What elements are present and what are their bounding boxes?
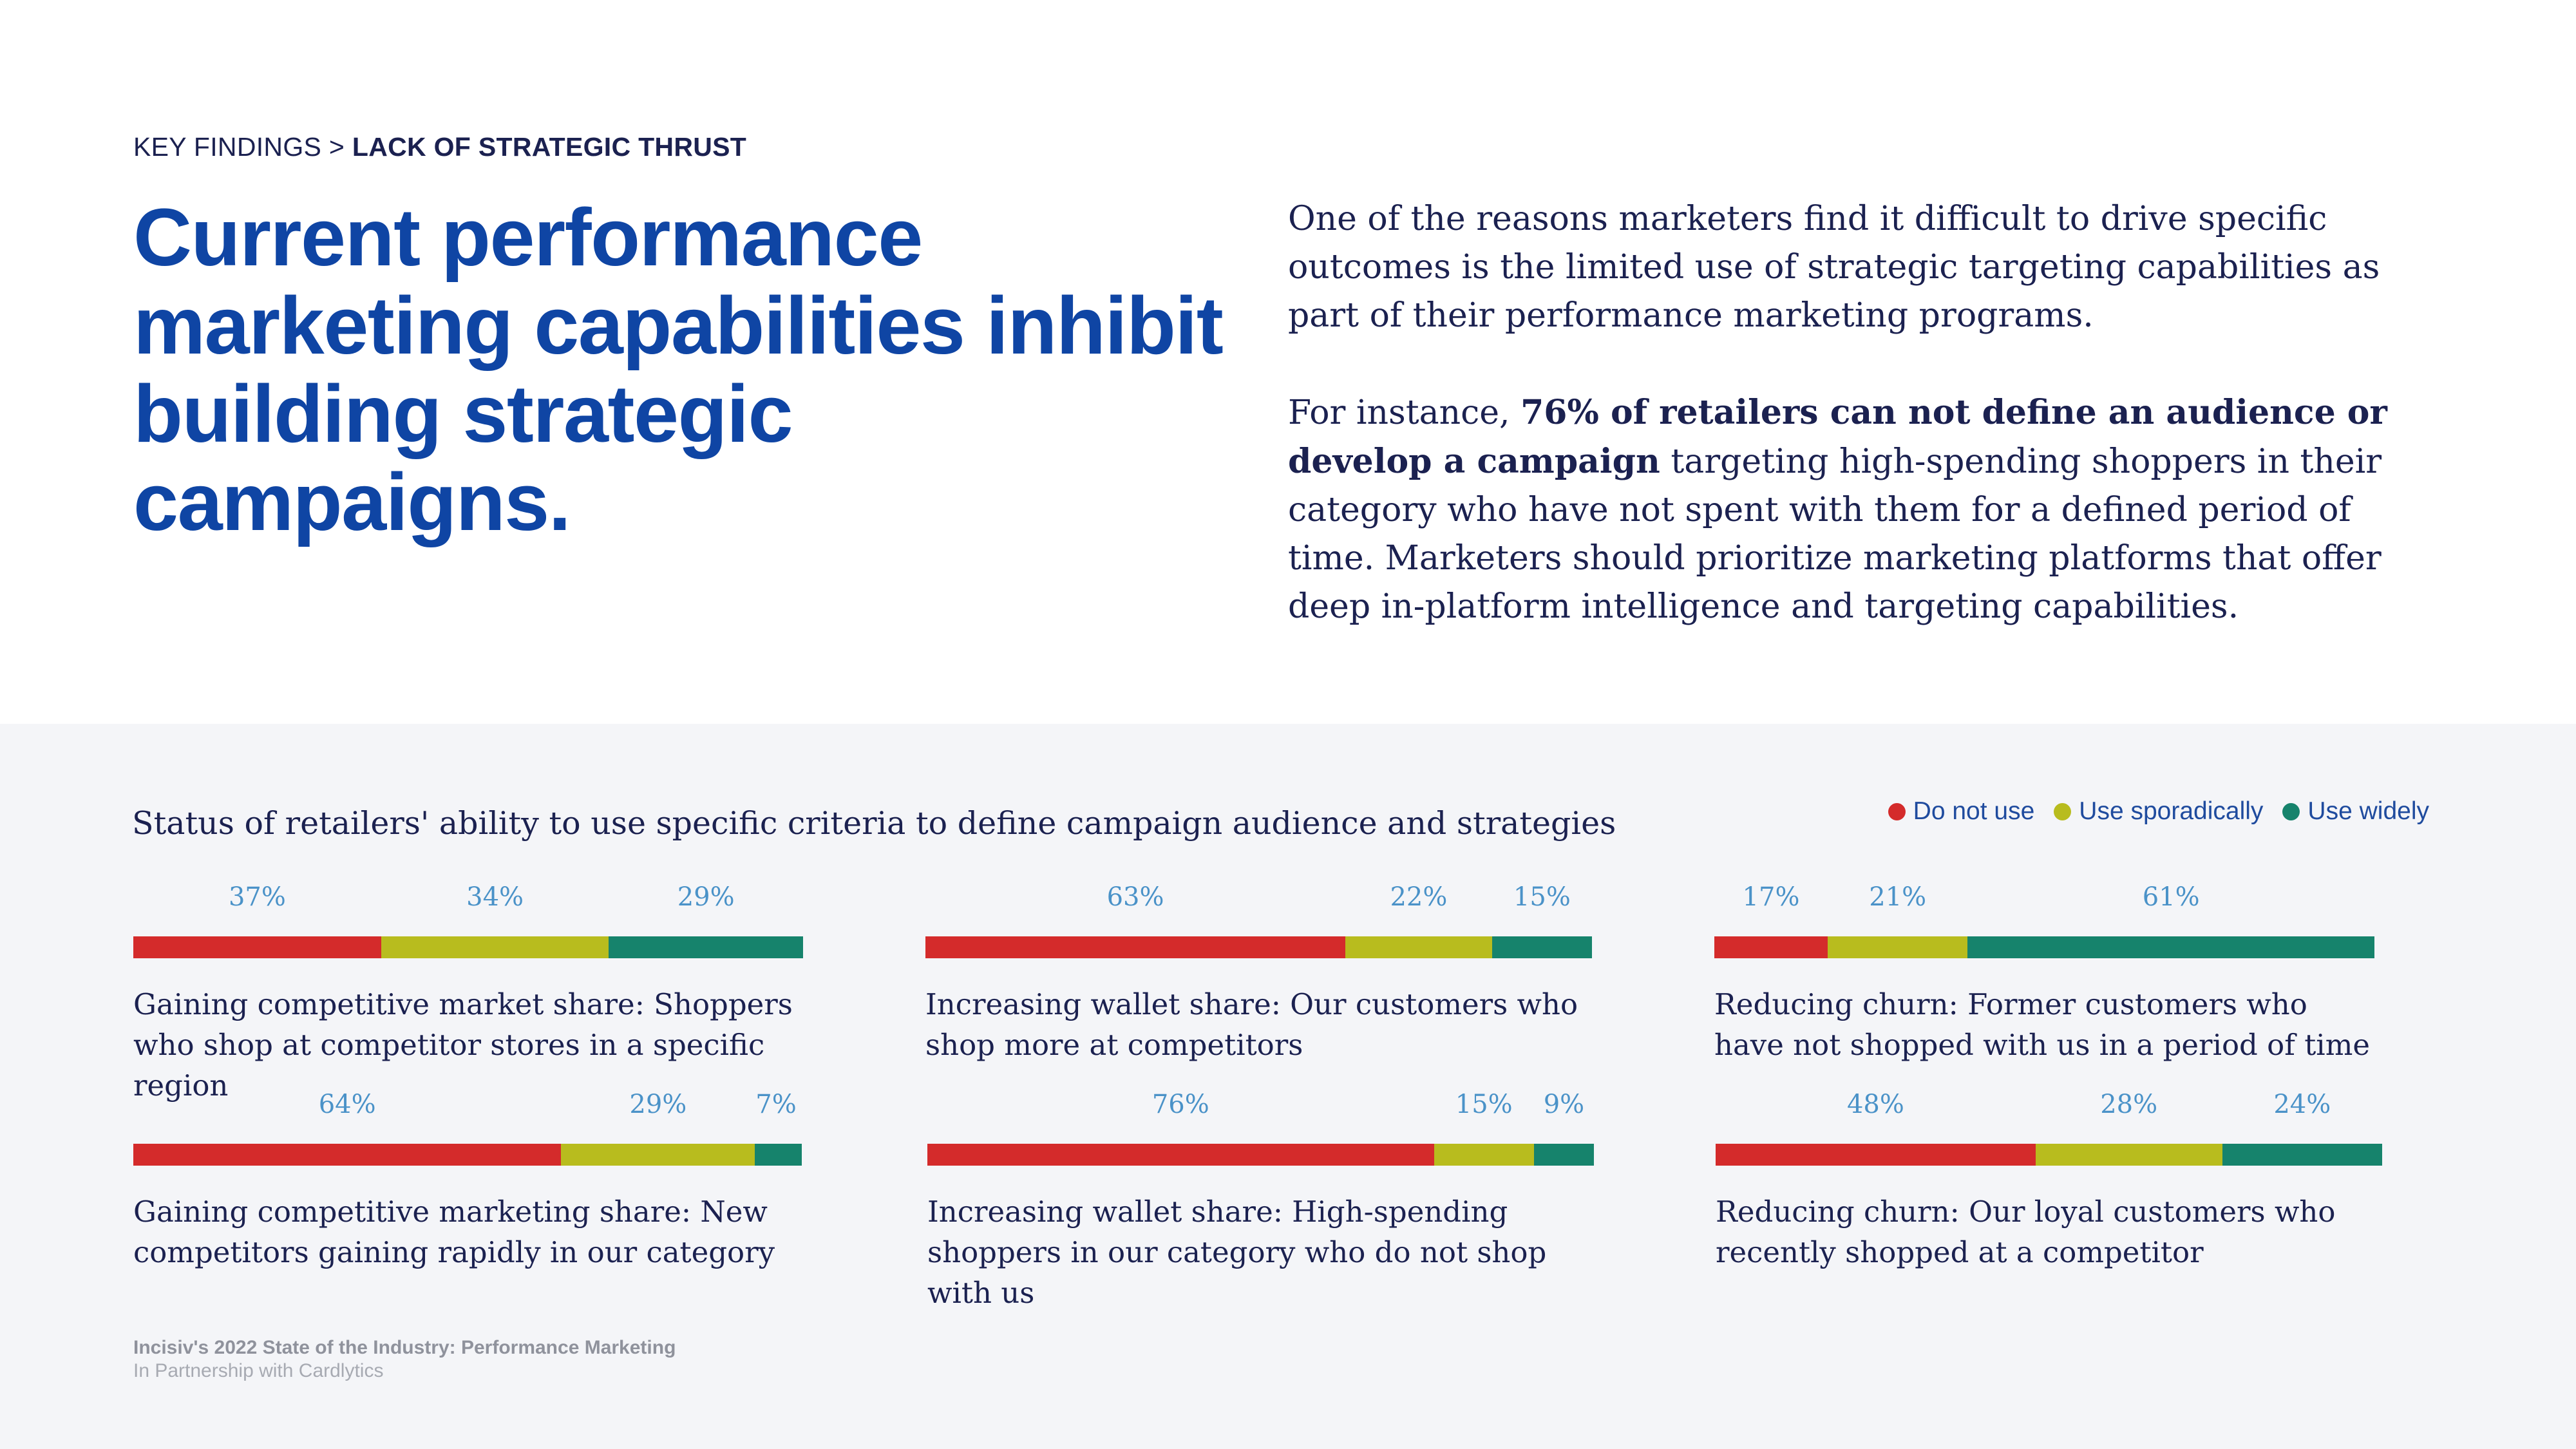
data-label-use-sporadically: 22% <box>1390 882 1448 912</box>
breadcrumb-section[interactable]: KEY FINDINGS <box>133 132 322 162</box>
data-label-use-widely: 61% <box>2142 882 2200 912</box>
breadcrumb-current: LACK OF STRATEGIC THRUST <box>352 132 747 162</box>
stacked-bar <box>927 1144 1594 1166</box>
legend-label-use-widely: Use widely <box>2307 797 2429 825</box>
intro-paragraph-2: For instance, 76% of retailers can not d… <box>1288 388 2447 631</box>
footer-source: Incisiv's 2022 State of the Industry: Pe… <box>133 1337 676 1358</box>
data-label-use-widely: 24% <box>2273 1090 2331 1119</box>
chart-legend: Do not use Use sporadically Use widely <box>1888 797 2429 826</box>
chart-panel-2: 63% 22% 15% Increasing wallet share: Our cu… <box>925 882 1592 1065</box>
footer-partner: In Partnership with Cardlytics <box>133 1360 384 1381</box>
page-title: Current performance marketing capabiliti… <box>133 192 1224 547</box>
bar-segment-use-widely <box>1492 936 1592 958</box>
legend-swatch-do-not-use <box>1888 802 1906 820</box>
data-labels: 48% 28% 24% <box>1716 1090 2382 1135</box>
chart-section <box>0 724 2576 1449</box>
bar-segment-use-widely <box>755 1144 802 1166</box>
chart-panel-6: 48% 28% 24% Reducing churn: Our loyal custo… <box>1716 1090 2382 1273</box>
data-labels: 76% 15% 9% <box>927 1090 1594 1135</box>
data-label-use-widely: 15% <box>1513 882 1571 912</box>
bar-segment-do-not-use <box>133 1144 562 1166</box>
legend-item-do-not-use: Do not use <box>1888 797 2035 826</box>
stacked-bar <box>1716 1144 2382 1166</box>
bar-segment-do-not-use <box>133 936 381 958</box>
legend-label-use-sporadically: Use sporadically <box>2079 797 2264 825</box>
category-label: Gaining competitive market share: Shoppe… <box>133 987 793 1103</box>
data-labels: 37% 34% 29% <box>133 882 803 927</box>
data-labels: 17% 21% 61% <box>1714 882 2374 927</box>
data-label-use-sporadically: 15% <box>1455 1090 1513 1119</box>
data-labels: 63% 22% 15% <box>925 882 1592 927</box>
breadcrumb-separator: > <box>328 132 345 162</box>
data-label-use-sporadically: 21% <box>1869 882 1927 912</box>
bar-segment-use-widely <box>2222 1144 2382 1166</box>
data-label-do-not-use: 64% <box>318 1090 376 1119</box>
footer: Incisiv's 2022 State of the Industry: Pe… <box>133 1336 676 1383</box>
bar-segment-use-sporadically <box>1345 936 1492 958</box>
data-label-do-not-use: 17% <box>1742 882 1800 912</box>
chart-panel-5: 76% 15% 9% Increasing wallet share: High-sp… <box>927 1090 1594 1313</box>
bar-segment-do-not-use <box>925 936 1346 958</box>
data-label-use-sporadically: 34% <box>466 882 524 912</box>
data-label-do-not-use: 48% <box>1846 1090 1904 1119</box>
bar-segment-use-sporadically <box>1828 936 1968 958</box>
bar-segment-use-widely <box>1533 1144 1594 1166</box>
data-label-use-sporadically: 29% <box>629 1090 687 1119</box>
legend-item-use-widely: Use widely <box>2282 797 2429 826</box>
data-label-do-not-use: 37% <box>228 882 286 912</box>
bar-segment-use-sporadically <box>1434 1144 1534 1166</box>
bar-segment-use-sporadically <box>561 1144 755 1166</box>
legend-item-use-sporadically: Use sporadically <box>2054 797 2263 826</box>
intro-p2-end: targeting high-spending shoppers in thei… <box>1288 442 2382 626</box>
legend-swatch-use-widely <box>2282 802 2300 820</box>
stacked-bar <box>925 936 1592 958</box>
intro-paragraph-1: One of the reasons marketers find it dif… <box>1288 200 2380 335</box>
stacked-bar <box>133 936 803 958</box>
bar-segment-do-not-use <box>927 1144 1434 1166</box>
data-label-use-widely: 29% <box>677 882 735 912</box>
breadcrumb: KEY FINDINGS > LACK OF STRATEGIC THRUST <box>133 132 746 162</box>
chart-title: Status of retailers' ability to use spec… <box>132 805 1616 842</box>
bar-segment-use-sporadically <box>381 936 609 958</box>
chart-panel-4: 64% 29% 7% Gaining competitive marketing sh… <box>133 1090 802 1273</box>
data-label-use-widely: 9% <box>1543 1090 1585 1119</box>
intro-text: One of the reasons marketers find it dif… <box>1288 195 2447 679</box>
category-label: Reducing churn: Our loyal customers who … <box>1716 1195 2336 1269</box>
header-section: KEY FINDINGS > LACK OF STRATEGIC THRUST … <box>0 0 2576 724</box>
data-label-use-widely: 7% <box>755 1090 797 1119</box>
data-label-do-not-use: 63% <box>1106 882 1164 912</box>
category-label: Gaining competitive marketing share: New… <box>133 1195 775 1269</box>
chart-panel-3: 17% 21% 61% Reducing churn: Former customer… <box>1714 882 2374 1065</box>
bar-segment-use-widely <box>609 936 803 958</box>
category-label: Increasing wallet share: Our customers w… <box>925 987 1578 1062</box>
category-label: Reducing churn: Former customers who hav… <box>1714 987 2370 1062</box>
data-label-use-sporadically: 28% <box>2100 1090 2158 1119</box>
legend-swatch-use-sporadically <box>2054 802 2072 820</box>
stacked-bar <box>1714 936 2374 958</box>
stacked-bar <box>133 1144 802 1166</box>
bar-segment-use-sporadically <box>2035 1144 2222 1166</box>
legend-label-do-not-use: Do not use <box>1913 797 2035 825</box>
bar-segment-do-not-use <box>1716 1144 2036 1166</box>
intro-p2-highlight: 76% of retailers can not define an audie… <box>1288 393 2387 481</box>
data-labels: 64% 29% 7% <box>133 1090 802 1135</box>
chart-panel-1: 37% 34% 29% Gaining competitive market shar… <box>133 882 803 1106</box>
category-label: Increasing wallet share: High-spending s… <box>927 1195 1547 1310</box>
bar-segment-use-widely <box>1967 936 2374 958</box>
data-label-do-not-use: 76% <box>1151 1090 1209 1119</box>
bar-segment-do-not-use <box>1714 936 1828 958</box>
intro-p2-start: For instance, <box>1288 393 1521 432</box>
